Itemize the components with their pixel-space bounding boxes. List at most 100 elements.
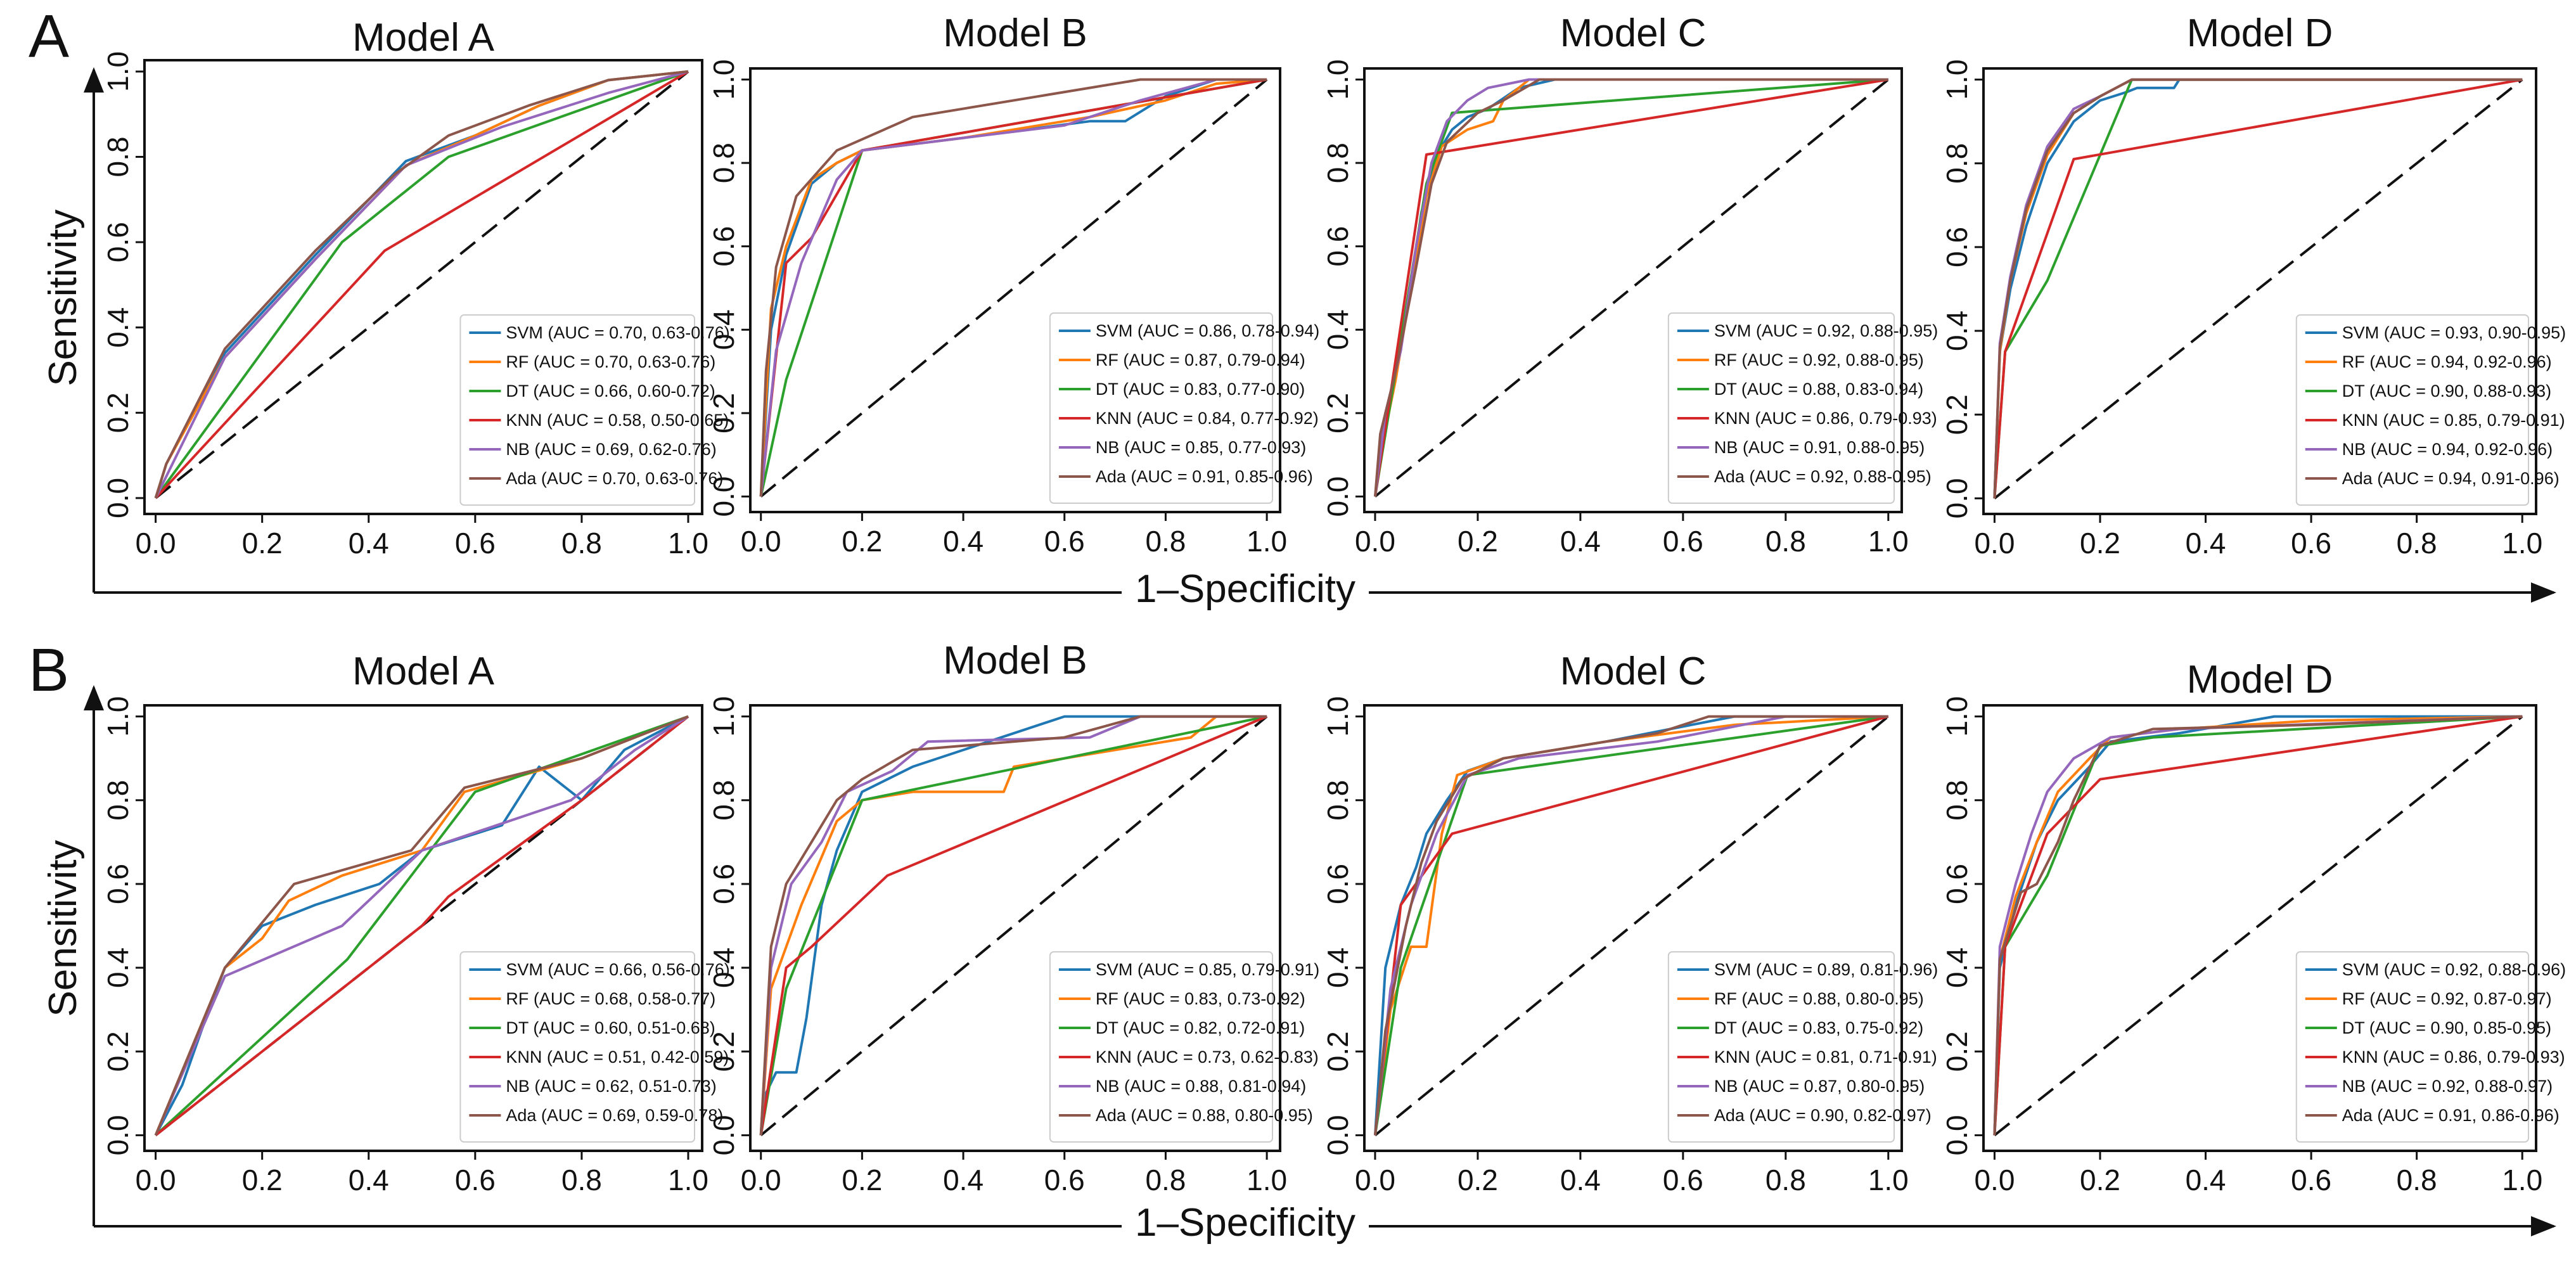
legend-entry-knn: KNN (AUC = 0.86, 0.79-0.93) bbox=[1714, 409, 1937, 428]
legend-box bbox=[1667, 951, 1895, 1143]
y-tick-label: 0.0 bbox=[1321, 1115, 1354, 1155]
plot-frame bbox=[1363, 704, 1903, 1152]
legend-entry-knn: KNN (AUC = 0.81, 0.71-0.91) bbox=[1714, 1048, 1937, 1067]
legend: SVM (AUC = 0.92, 0.88-0.96) RF (AUC = 0.9… bbox=[2295, 951, 2566, 1143]
chance-diagonal bbox=[1994, 79, 2523, 499]
y-tick-label: 0.2 bbox=[101, 1031, 134, 1072]
x-tick-label: 0.2 bbox=[1458, 1164, 1498, 1196]
roc-curve-ada bbox=[154, 715, 689, 1136]
legend-entry-nb: NB (AUC = 0.85, 0.77-0.93) bbox=[1096, 438, 1306, 457]
plot-frame bbox=[1982, 704, 2537, 1152]
y-tick-label: 0.8 bbox=[101, 137, 134, 177]
y-tick-label: 0.8 bbox=[707, 780, 740, 821]
y-tick-label: 0.6 bbox=[1321, 864, 1354, 904]
panel-a-model-b: Model B 0.0 0.2 0.4 0.6 0.8 1.0 0.0 0.2 0.4 0.6 0.8… bbox=[707, 11, 1319, 558]
y-tick-label: 0.2 bbox=[1321, 1031, 1354, 1072]
legend-entry-svm: SVM (AUC = 0.92, 0.88-0.95) bbox=[1714, 321, 1938, 340]
x-tick-label: 0.4 bbox=[349, 1164, 389, 1196]
y-tick-label: 0.4 bbox=[1940, 947, 1973, 988]
legend-entry-dt: DT (AUC = 0.90, 0.85-0.95) bbox=[2342, 1018, 2551, 1037]
legend-entry-knn: KNN (AUC = 0.86, 0.79-0.93) bbox=[2342, 1048, 2565, 1067]
x-tick-label: 0.6 bbox=[1663, 1164, 1703, 1196]
x-tick-label: 0.4 bbox=[1560, 525, 1601, 558]
plot-frame bbox=[143, 59, 703, 515]
panel-letter-a: A bbox=[29, 3, 69, 70]
x-tick-label: 0.8 bbox=[1145, 525, 1186, 558]
roc-curve-nb bbox=[1374, 715, 1888, 1136]
x-tick-label: 0.2 bbox=[1458, 525, 1498, 558]
y-tick-label: 0.0 bbox=[1940, 478, 1973, 518]
roc-curve-rf bbox=[1993, 715, 2523, 1136]
panel-b-model-a: Model A 0.0 0.2 0.4 0.6 0.8 1.0 0.0 0.2 0.4 0.6 0.8… bbox=[101, 650, 730, 1196]
x-tick-label: 0.8 bbox=[2397, 1164, 2437, 1196]
legend-entry-rf: RF (AUC = 0.70, 0.63-0.76) bbox=[506, 352, 715, 371]
x-tick-label: 0.2 bbox=[242, 1164, 283, 1196]
panel-a-model-a: Model A 0.0 0.2 0.4 0.6 0.8 1.0 0.0 0.2 0.4 0.6 0.8… bbox=[101, 16, 730, 560]
legend-entry-ada: Ada (AUC = 0.94, 0.91-0.96) bbox=[2342, 469, 2560, 488]
x-tick-label: 1.0 bbox=[1246, 525, 1287, 558]
legend-entry-nb: NB (AUC = 0.62, 0.51-0.73) bbox=[506, 1077, 716, 1096]
x-tick-label: 0.0 bbox=[136, 1164, 176, 1196]
plot-frame bbox=[1982, 67, 2537, 515]
legend-entry-ada: Ada (AUC = 0.88, 0.80-0.95) bbox=[1096, 1106, 1313, 1125]
row-b-x-label-bg bbox=[1122, 1201, 1369, 1252]
x-tick-label: 1.0 bbox=[668, 527, 708, 560]
legend-entry-ada: Ada (AUC = 0.90, 0.82-0.97) bbox=[1714, 1106, 1932, 1125]
y-tick-label: 0.6 bbox=[707, 864, 740, 904]
x-tick-label: 1.0 bbox=[1868, 525, 1909, 558]
y-tick-label: 0.2 bbox=[1321, 393, 1354, 433]
legend-box bbox=[1049, 312, 1273, 504]
roc-curve-knn bbox=[155, 70, 689, 499]
legend-entry-dt: DT (AUC = 0.83, 0.75-0.92) bbox=[1714, 1018, 1923, 1037]
legend-box bbox=[2295, 951, 2529, 1143]
legend-entry-rf: RF (AUC = 0.94, 0.92-0.96) bbox=[2342, 352, 2552, 371]
legend-entry-nb: NB (AUC = 0.94, 0.92-0.96) bbox=[2342, 440, 2553, 459]
x-tick-label: 0.0 bbox=[741, 525, 781, 558]
x-tick-label: 0.4 bbox=[2186, 1164, 2226, 1196]
panel-title: Model D bbox=[2187, 11, 2333, 55]
legend: SVM (AUC = 0.93, 0.90-0.95) RF (AUC = 0.9… bbox=[2295, 314, 2566, 506]
y-tick-label: 0.2 bbox=[1940, 394, 1973, 435]
legend-box bbox=[459, 951, 696, 1143]
y-tick-label: 0.8 bbox=[707, 143, 740, 183]
x-tick-label: 0.0 bbox=[741, 1164, 781, 1196]
roc-curve-nb bbox=[759, 78, 1267, 497]
roc-curve-nb bbox=[759, 715, 1267, 1136]
legend-entry-rf: RF (AUC = 0.68, 0.58-0.77) bbox=[506, 989, 715, 1008]
roc-curve-ada bbox=[1993, 78, 2523, 499]
y-tick-label: 0.6 bbox=[101, 864, 134, 904]
y-tick-label: 0.2 bbox=[707, 1031, 740, 1072]
x-tick-label: 0.0 bbox=[1355, 1164, 1395, 1196]
x-tick-label: 0.8 bbox=[561, 1164, 602, 1196]
y-tick-label: 0.6 bbox=[1321, 226, 1354, 267]
x-tick-label: 0.8 bbox=[561, 527, 602, 560]
roc-curve-svm bbox=[759, 715, 1267, 1136]
y-tick-label: 0.4 bbox=[707, 309, 740, 350]
x-tick-label: 0.4 bbox=[1560, 1164, 1601, 1196]
legend-entry-nb: NB (AUC = 0.87, 0.80-0.95) bbox=[1714, 1077, 1925, 1096]
x-tick-label: 0.6 bbox=[1044, 525, 1085, 558]
x-tick-label: 0.4 bbox=[349, 527, 389, 560]
legend-entry-knn: KNN (AUC = 0.84, 0.77-0.92) bbox=[1096, 409, 1319, 428]
legend-entry-knn: KNN (AUC = 0.51, 0.42-0.59) bbox=[506, 1048, 729, 1067]
x-tick-label: 0.6 bbox=[1663, 525, 1703, 558]
roc-curve-dt bbox=[759, 715, 1267, 1136]
x-tick-label: 0.2 bbox=[842, 1164, 882, 1196]
legend-entry-ada: Ada (AUC = 0.70, 0.63-0.76) bbox=[506, 469, 723, 488]
roc-curve-knn bbox=[1993, 78, 2523, 499]
legend: SVM (AUC = 0.86, 0.78-0.94) RF (AUC = 0.8… bbox=[1049, 312, 1319, 504]
x-tick-label: 0.8 bbox=[1765, 1164, 1806, 1196]
legend-entry-rf: RF (AUC = 0.92, 0.88-0.95) bbox=[1714, 350, 1924, 369]
x-tick-label: 0.2 bbox=[242, 527, 283, 560]
legend-entry-svm: SVM (AUC = 0.93, 0.90-0.95) bbox=[2342, 323, 2566, 342]
x-tick-label: 0.6 bbox=[2291, 527, 2331, 560]
x-tick-label: 1.0 bbox=[1868, 1164, 1909, 1196]
y-tick-label: 0.8 bbox=[1940, 780, 1973, 821]
y-tick-label: 0.0 bbox=[707, 477, 740, 517]
roc-curve-knn bbox=[155, 715, 689, 1136]
panel-letter-b: B bbox=[29, 636, 69, 704]
roc-panels: Model A 0.0 0.2 0.4 0.6 0.8 1.0 0.0 0.2 0.4 0.6 0.8… bbox=[101, 11, 2566, 1196]
row-a-y-axis-label: Sensitivity bbox=[41, 209, 85, 386]
roc-curve-dt bbox=[155, 715, 689, 1136]
